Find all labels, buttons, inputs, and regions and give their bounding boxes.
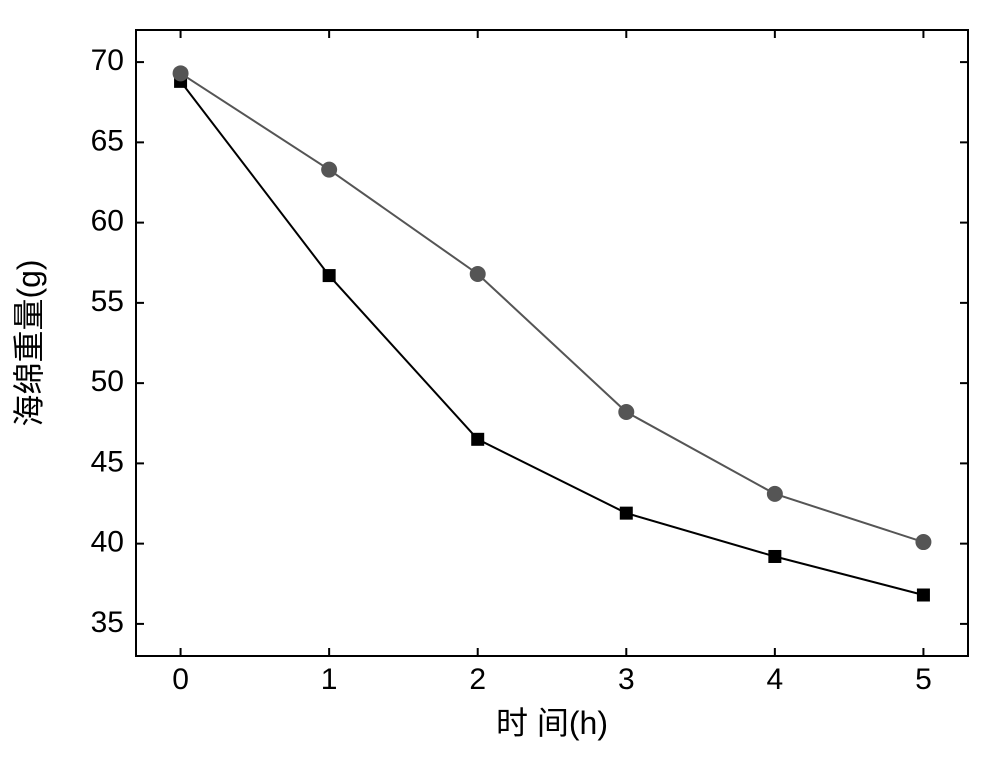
x-tick-label: 3 bbox=[618, 663, 635, 696]
y-tick-label: 35 bbox=[91, 606, 124, 639]
chart-container: 3540455055606570012345海绵重量(g)时 间(h) bbox=[0, 0, 1000, 771]
x-tick-label: 0 bbox=[172, 663, 189, 696]
x-tick-label: 2 bbox=[469, 663, 486, 696]
y-axis-label: 海绵重量(g) bbox=[11, 259, 47, 426]
y-tick-label: 70 bbox=[91, 44, 124, 77]
y-tick-label: 40 bbox=[91, 526, 124, 559]
series-circle-marker bbox=[470, 266, 486, 282]
series-circle-marker bbox=[618, 404, 634, 420]
y-tick-label: 50 bbox=[91, 365, 124, 398]
series-square-line bbox=[181, 81, 924, 595]
x-tick-label: 5 bbox=[915, 663, 932, 696]
series-square-marker bbox=[471, 433, 484, 446]
y-tick-label: 45 bbox=[91, 445, 124, 478]
line-chart: 3540455055606570012345海绵重量(g)时 间(h) bbox=[0, 0, 1000, 771]
x-tick-label: 4 bbox=[767, 663, 784, 696]
x-axis-label: 时 间(h) bbox=[496, 705, 608, 741]
y-tick-label: 60 bbox=[91, 205, 124, 238]
series-circle-marker bbox=[767, 486, 783, 502]
x-tick-label: 1 bbox=[321, 663, 338, 696]
series-circle-line bbox=[181, 73, 924, 542]
series-square-marker bbox=[620, 507, 633, 520]
series-square-marker bbox=[768, 550, 781, 563]
y-tick-label: 65 bbox=[91, 124, 124, 157]
series-square-marker bbox=[323, 269, 336, 282]
series-square-marker bbox=[917, 589, 930, 602]
series-circle-marker bbox=[321, 162, 337, 178]
series-circle-marker bbox=[915, 534, 931, 550]
y-tick-label: 55 bbox=[91, 285, 124, 318]
series-circle-marker bbox=[173, 65, 189, 81]
